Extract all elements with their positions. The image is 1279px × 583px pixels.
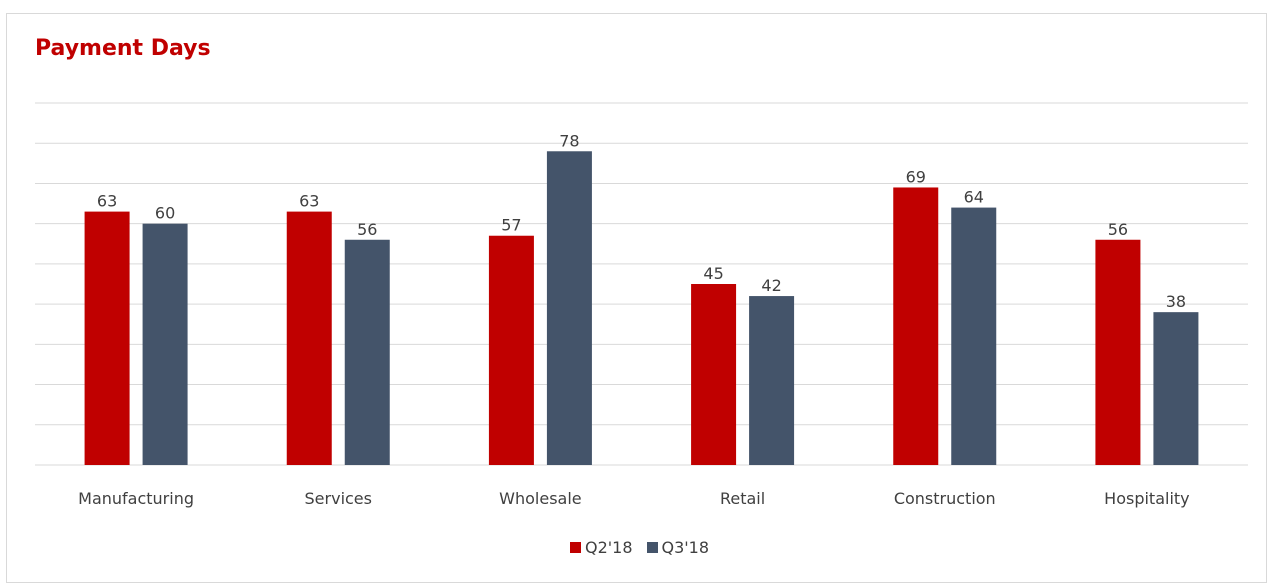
bar-construction-series-2 xyxy=(951,207,997,466)
category-label-services: Services xyxy=(305,489,372,508)
data-labels: 63 60 63 56 57 78 45 42 69 64 56 38 xyxy=(97,131,1186,311)
bar-manufacturing-series-2 xyxy=(142,223,188,465)
category-labels: Manufacturing Services Wholesale Retail Cons… xyxy=(78,489,1189,508)
bars xyxy=(84,151,1199,466)
data-label-services-series-1: 63 xyxy=(299,192,319,211)
data-label-manufacturing-series-1: 63 xyxy=(97,192,117,211)
legend: Q2'18 Q3'18 xyxy=(0,538,1279,557)
data-label-wholesale-series-1: 57 xyxy=(501,216,521,235)
bar-retail-series-1 xyxy=(691,284,737,465)
bar-services-series-1 xyxy=(286,211,332,465)
category-label-hospitality: Hospitality xyxy=(1104,489,1189,508)
data-label-services-series-2: 56 xyxy=(357,220,377,239)
data-label-retail-series-2: 42 xyxy=(761,276,781,295)
data-label-construction-series-2: 64 xyxy=(964,188,984,207)
bar-wholesale-series-2 xyxy=(546,151,592,465)
legend-item-series-1: Q2'18 xyxy=(569,538,633,557)
bar-services-series-2 xyxy=(344,239,390,465)
legend-label-series-2: Q3'18 xyxy=(661,538,710,557)
chart-title: Payment Days xyxy=(35,36,211,61)
data-label-construction-series-1: 69 xyxy=(906,167,926,186)
legend-label-series-1: Q2'18 xyxy=(584,538,633,557)
data-label-retail-series-1: 45 xyxy=(703,264,723,283)
bar-wholesale-series-1 xyxy=(488,235,534,465)
bar-construction-series-1 xyxy=(893,187,939,465)
category-label-retail: Retail xyxy=(720,489,765,508)
data-label-manufacturing-series-2: 60 xyxy=(155,204,175,223)
data-label-hospitality-series-1: 56 xyxy=(1108,220,1128,239)
bar-hospitality-series-1 xyxy=(1095,239,1141,465)
data-label-wholesale-series-2: 78 xyxy=(559,131,579,150)
legend-swatch-series-1 xyxy=(569,542,581,553)
category-label-construction: Construction xyxy=(894,489,996,508)
bar-retail-series-2 xyxy=(749,296,795,465)
legend-swatch-series-2 xyxy=(646,542,658,553)
data-label-hospitality-series-2: 38 xyxy=(1166,292,1186,311)
bar-hospitality-series-2 xyxy=(1153,312,1199,465)
gridlines xyxy=(35,102,1248,466)
bar-chart: 63 60 63 56 57 78 45 42 69 64 56 38 Manufacturing Se… xyxy=(35,102,1248,508)
chart-frame xyxy=(6,13,1267,583)
bar-manufacturing-series-1 xyxy=(84,211,130,465)
category-label-wholesale: Wholesale xyxy=(499,489,581,508)
category-label-manufacturing: Manufacturing xyxy=(78,489,194,508)
legend-item-series-2: Q3'18 xyxy=(646,538,710,557)
